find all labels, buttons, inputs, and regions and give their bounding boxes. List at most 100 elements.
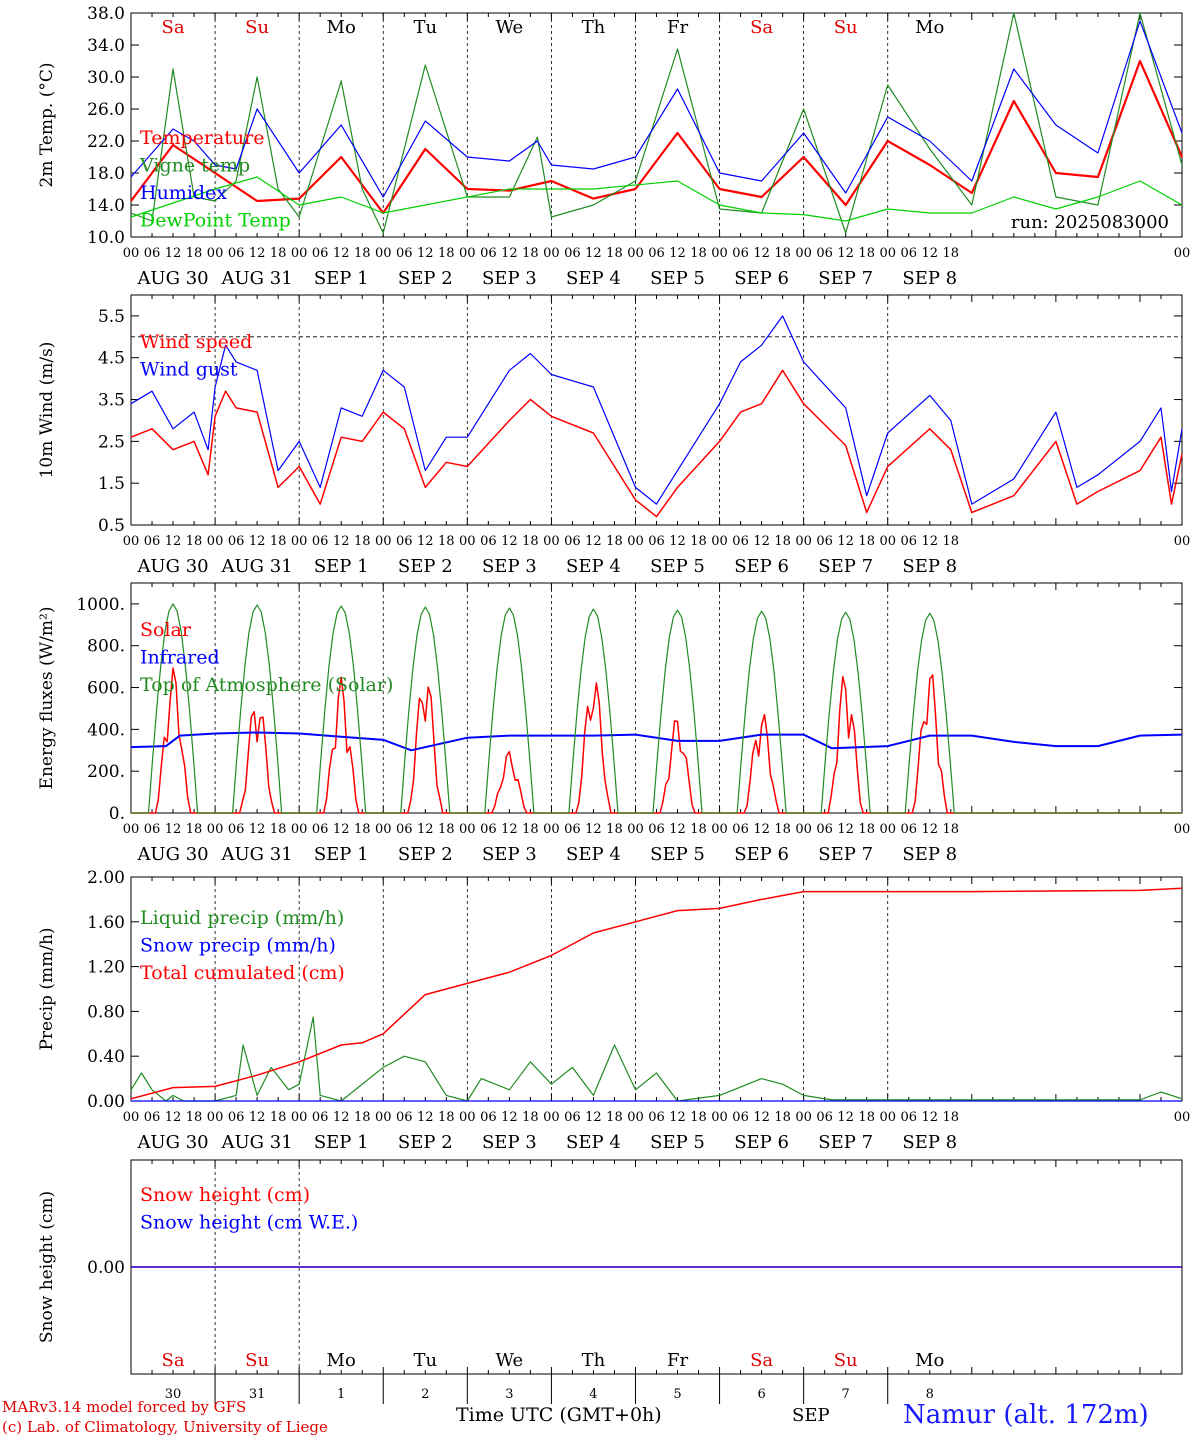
day-number: 2 [421, 1387, 429, 1402]
date-label: SEP 2 [398, 1132, 453, 1153]
hour-tick-label: 00 [1174, 534, 1191, 549]
hour-tick-label: 18 [858, 246, 875, 261]
hour-tick-label: 18 [522, 246, 539, 261]
date-label: SEP 1 [314, 556, 369, 577]
hour-tick-label: 06 [648, 822, 665, 837]
day-label-bottom: Fr [667, 1350, 688, 1371]
hour-tick-label: 06 [732, 1110, 749, 1125]
hour-tick-label: 12 [921, 1110, 938, 1125]
date-label: AUG 30 [136, 268, 208, 289]
hour-tick-label: 18 [270, 1110, 287, 1125]
day-label: Su [834, 17, 858, 38]
hour-tick-label: 00 [711, 1110, 728, 1125]
hour-tick-label: 18 [774, 822, 791, 837]
y-tick-label: 18.0 [87, 164, 125, 184]
hour-tick-label: 06 [564, 1110, 581, 1125]
y-tick-label: 1.5 [98, 474, 125, 494]
hour-tick-label: 18 [354, 246, 371, 261]
hour-tick-label: 06 [312, 246, 329, 261]
series-line [131, 603, 1182, 814]
series-line [130, 20, 1183, 198]
hour-tick-label: 00 [543, 1110, 560, 1125]
hour-tick-label: 18 [522, 534, 539, 549]
hour-tick-label: 12 [249, 534, 266, 549]
hour-tick-label: 12 [249, 246, 266, 261]
y-axis-label: Precip (mm/h) [37, 927, 57, 1050]
date-label: SEP 8 [902, 1132, 957, 1153]
y-tick-label: 0. [109, 804, 125, 824]
hour-tick-label: 18 [522, 1110, 539, 1125]
hour-tick-label: 18 [943, 246, 960, 261]
day-number: 6 [757, 1387, 765, 1402]
hour-tick-label: 12 [165, 246, 182, 261]
station-label: Namur (alt. 172m) [903, 1400, 1149, 1430]
day-label: Sa [162, 17, 185, 38]
hour-tick-label: 00 [207, 822, 224, 837]
date-label: SEP 1 [314, 1132, 369, 1153]
panel-precip: 0.00 0.40 0.80 1.20 1.60 2.00 Precip (mm/h) Liq… [37, 868, 1190, 1153]
y-tick-label: 14.0 [87, 196, 125, 216]
hour-tick-label: 12 [837, 822, 854, 837]
day-label-bottom: Sa [750, 1350, 773, 1371]
hour-tick-label: 18 [943, 534, 960, 549]
y-tick-label: 1.60 [87, 913, 125, 933]
hour-tick-label: 12 [669, 534, 686, 549]
day-label-bottom: Sa [162, 1350, 185, 1371]
date-label: SEP 5 [650, 844, 705, 865]
hour-tick-label: 06 [228, 822, 245, 837]
hour-tick-label: 12 [921, 822, 938, 837]
day-label: Tu [413, 17, 437, 38]
date-label: AUG 31 [221, 556, 293, 577]
date-label: SEP 6 [734, 844, 789, 865]
hour-tick-label: 18 [690, 1110, 707, 1125]
hour-tick-label: 06 [480, 1110, 497, 1125]
y-tick-label: 200. [87, 762, 125, 782]
day-label-bottom: Su [245, 1350, 269, 1371]
hour-tick-label: 00 [375, 822, 392, 837]
hour-tick-label: 06 [312, 1110, 329, 1125]
date-label: SEP 7 [818, 268, 873, 289]
hour-tick-label: 00 [795, 534, 812, 549]
series-line [130, 176, 1183, 222]
hour-tick-label: 06 [564, 534, 581, 549]
hour-tick-label: 12 [333, 534, 350, 549]
hour-tick-label: 18 [774, 246, 791, 261]
date-label: SEP 8 [902, 844, 957, 865]
series-line [130, 12, 1183, 234]
hour-tick-label: 00 [543, 246, 560, 261]
day-label-bottom: Mo [327, 1350, 356, 1371]
y-tick-label: 22.0 [87, 132, 125, 152]
y-tick-label: 4.5 [98, 349, 125, 369]
hour-tick-label: 12 [837, 534, 854, 549]
y-tick-label: 1000. [76, 595, 125, 615]
hour-tick-label: 18 [690, 534, 707, 549]
date-label: AUG 31 [221, 268, 293, 289]
date-label: SEP 3 [482, 844, 537, 865]
date-label: AUG 30 [136, 556, 208, 577]
panel-wind: 0.5 1.5 2.5 3.5 4.5 5.5 10m Wind (m/s) Wind spe… [37, 294, 1191, 577]
hour-tick-label: 06 [144, 246, 161, 261]
hour-tick-label: 12 [249, 1110, 266, 1125]
bottom-month-label: SEP [792, 1405, 830, 1426]
y-axis-label: Snow height (cm) [37, 1191, 57, 1343]
legend-entry: Infrared [140, 647, 220, 669]
y-tick-label: 0.40 [87, 1047, 125, 1067]
hour-tick-label: 06 [900, 534, 917, 549]
day-label: Mo [915, 17, 944, 38]
hour-tick-label: 06 [396, 534, 413, 549]
hour-tick-label: 00 [879, 822, 896, 837]
panel-flux: 0. 200. 400. 600. 800. 1000. Energy fluxes (W/… [37, 582, 1190, 865]
hour-tick-label: 18 [354, 534, 371, 549]
hour-tick-label: 00 [207, 246, 224, 261]
hour-tick-label: 06 [228, 534, 245, 549]
hour-tick-label: 18 [270, 822, 287, 837]
day-number: 3 [505, 1387, 513, 1402]
day-label: Sa [750, 17, 773, 38]
hour-tick-label: 00 [459, 534, 476, 549]
hour-tick-label: 18 [438, 534, 455, 549]
date-label: SEP 7 [818, 1132, 873, 1153]
hour-tick-label: 00 [795, 1110, 812, 1125]
date-label: SEP 3 [482, 1132, 537, 1153]
hour-tick-label: 18 [606, 534, 623, 549]
